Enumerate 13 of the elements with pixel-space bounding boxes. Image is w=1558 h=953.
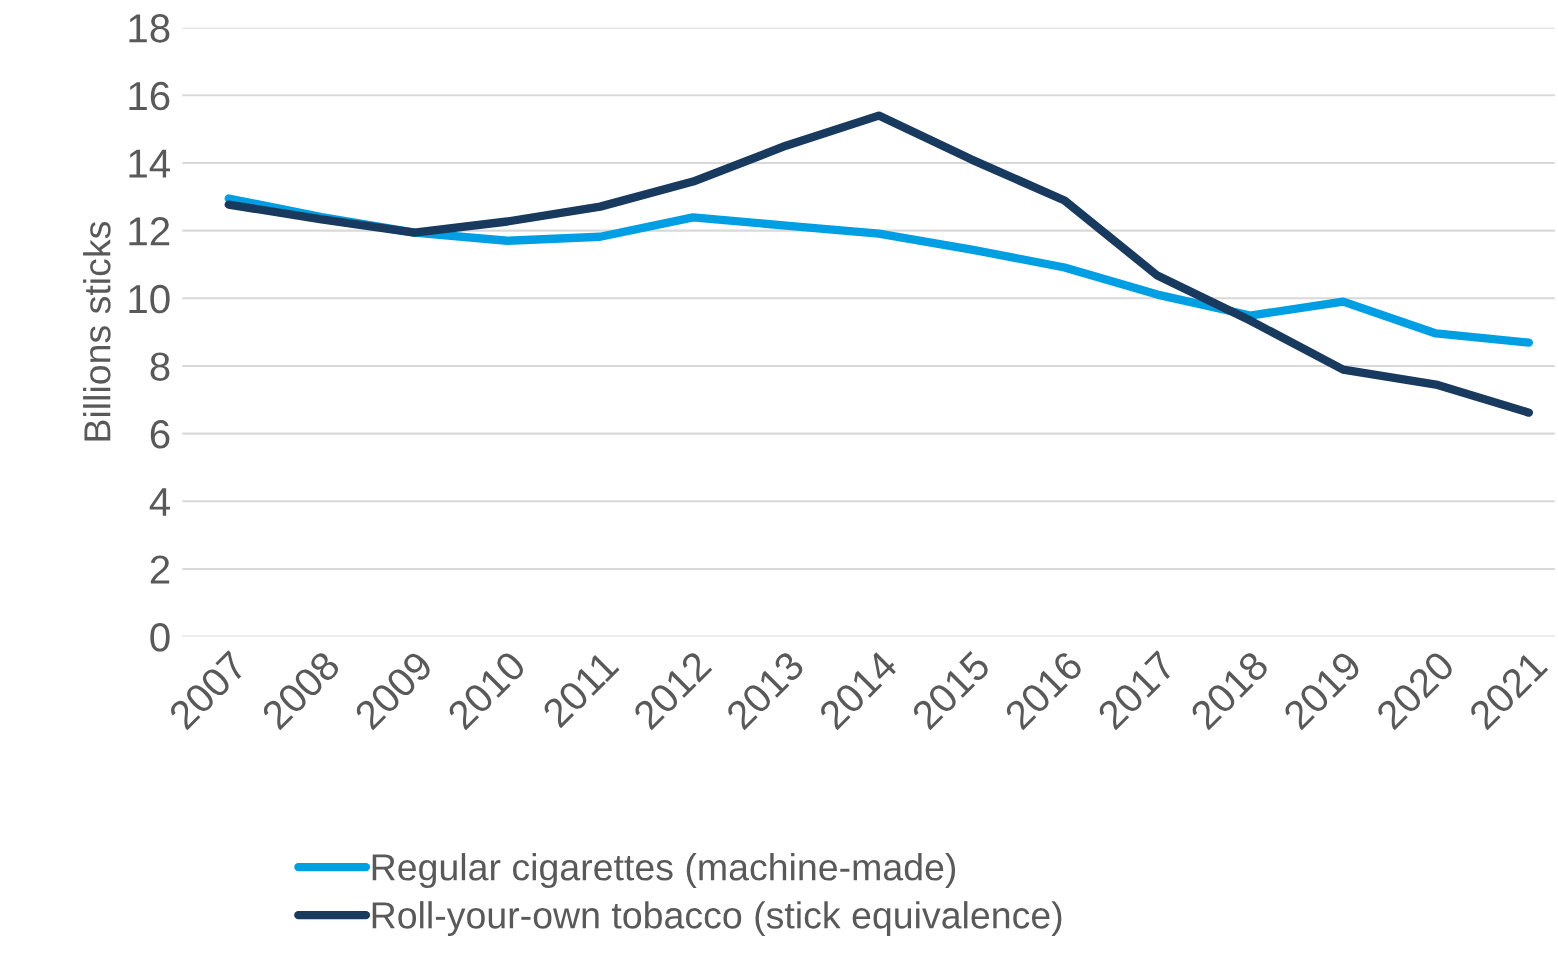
y-tick-label: 10 — [129, 284, 170, 314]
y-tick-label: 8 — [150, 352, 170, 381]
y-tick-label: 18 — [129, 14, 170, 43]
y-tick-label: 2 — [150, 555, 170, 584]
y-tick-label: 12 — [129, 217, 170, 246]
legend-label: Roll-your-own tobacco (stick equivalence) — [372, 901, 1062, 937]
y-tick-label: 14 — [129, 149, 170, 178]
y-tick-label: 16 — [129, 81, 170, 111]
y-tick-label: 6 — [150, 420, 170, 449]
y-tick-label: 4 — [149, 488, 170, 516]
y-tick-label: 0 — [150, 623, 170, 652]
y-axis-title: Billions sticks — [83, 221, 111, 441]
legend-label: Regular cigarettes (machine-made) — [372, 853, 956, 888]
